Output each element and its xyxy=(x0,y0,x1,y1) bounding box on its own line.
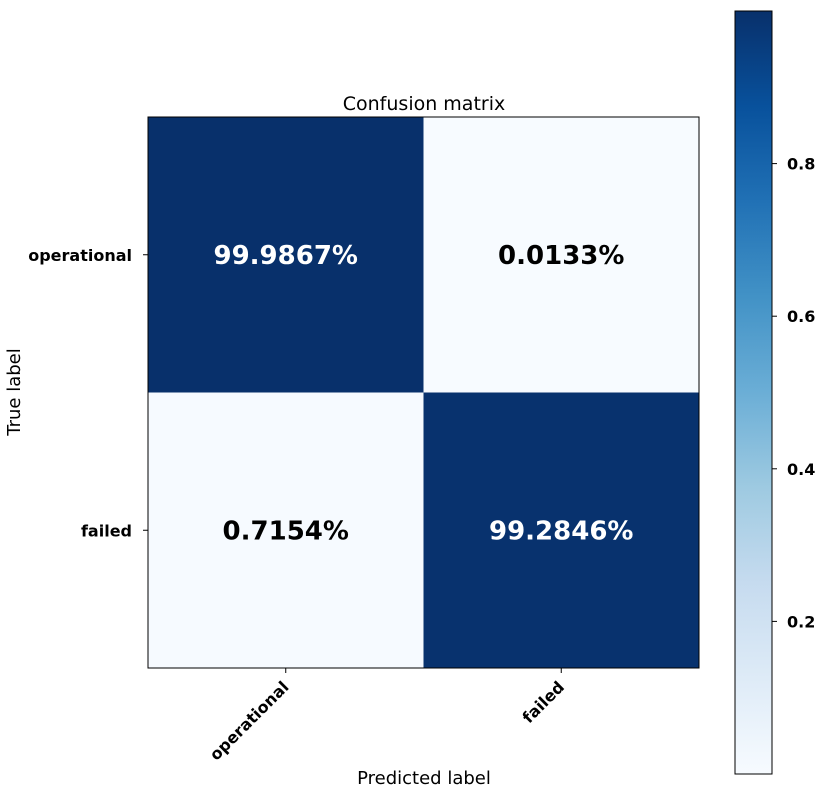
y-axis-label: True label xyxy=(4,348,25,437)
colorbar-tick-label: 0.8 xyxy=(787,155,815,174)
colorbar-tick-label: 0.2 xyxy=(787,612,815,631)
x-axis-ticks: operational failed xyxy=(206,668,568,764)
colorbar-ticks: 0.2 0.4 0.6 0.8 xyxy=(772,155,815,631)
colorbar-tick-label: 0.4 xyxy=(787,460,815,479)
cell-value-label: 99.2846% xyxy=(489,516,633,546)
cell-value-label: 0.7154% xyxy=(223,516,349,546)
colorbar xyxy=(734,10,773,775)
matrix-cell xyxy=(148,117,424,393)
y-tick-label: operational xyxy=(28,246,132,265)
y-tick-label: failed xyxy=(81,521,132,540)
x-tick-label: operational xyxy=(206,677,293,764)
x-axis-label: Predicted label xyxy=(357,768,491,789)
chart-title: Confusion matrix xyxy=(343,93,505,115)
cell-value-label: 99.9867% xyxy=(214,241,358,271)
matrix-cell xyxy=(423,117,700,393)
matrix-cell xyxy=(423,392,700,669)
cell-value-label: 0.0133% xyxy=(498,241,624,271)
plot-frame xyxy=(147,116,700,669)
matrix-cell xyxy=(148,392,424,669)
matrix-cells: 99.9867% 0.0133% 0.7154% 99.2846% xyxy=(148,117,700,669)
y-axis-ticks: operational failed xyxy=(28,246,148,540)
x-tick-label: failed xyxy=(519,677,569,727)
colorbar-tick-label: 0.6 xyxy=(787,307,815,326)
